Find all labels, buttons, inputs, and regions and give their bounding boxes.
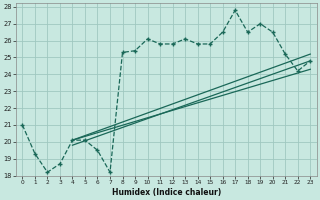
- X-axis label: Humidex (Indice chaleur): Humidex (Indice chaleur): [112, 188, 221, 197]
